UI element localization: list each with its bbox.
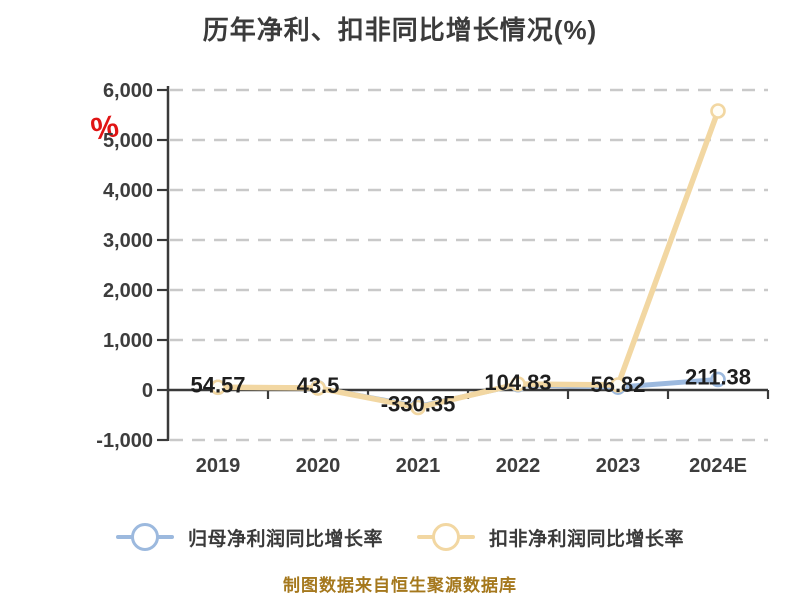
y-tick-label-0: 0 — [142, 380, 153, 402]
legend-item-net-profit-growth[interactable]: 归母净利润同比增长率 — [115, 522, 383, 552]
y-tick-label-6000: 6,000 — [103, 80, 153, 102]
series-line-1 — [215, 108, 721, 411]
x-tick-label-2023: 2023 — [596, 455, 641, 477]
marker-s1-2020 — [310, 380, 326, 396]
chart-title: 历年净利、扣非同比增长情况(%) — [202, 15, 598, 45]
y-tick-label--1000: -1,000 — [96, 430, 153, 452]
y-tick-label-3000: 3,000 — [103, 230, 153, 252]
blue-line-marker-icon — [115, 522, 174, 552]
marker-s1-2023 — [610, 377, 626, 393]
legend-label: 归母净利润同比增长率 — [187, 528, 383, 550]
marker-s1-2019 — [210, 379, 226, 396]
marker-s1-2022 — [510, 376, 526, 392]
point-label-2024E: 211.38 — [685, 364, 751, 389]
y-tick-label-5000: 5,000 — [103, 130, 153, 152]
y-tick-label-1000: 1,000 — [103, 330, 153, 352]
legend-item-non-recurring-growth[interactable]: 扣非净利润同比增长率 — [417, 522, 684, 552]
marker-s0-2024E — [710, 371, 726, 388]
point-label-2019: 54.57 — [190, 372, 245, 397]
point-label-2020: 43.5 — [297, 373, 340, 398]
point-label-2021: -330.35 — [381, 392, 456, 417]
x-tick-label-2021: 2021 — [396, 455, 441, 477]
data-source-note: 制图数据来自恒生聚源数据库 — [283, 576, 517, 595]
x-tick-label-2022: 2022 — [496, 455, 541, 477]
point-label-2023: 56.82 — [590, 372, 645, 397]
legend-label: 扣非净利润同比增长率 — [489, 528, 685, 550]
x-tick-label-2019: 2019 — [196, 455, 241, 477]
point-label-2022: 104.83 — [484, 370, 551, 395]
tan-line-marker-icon — [417, 522, 475, 552]
x-tick-label-2024E: 2024E — [689, 455, 747, 477]
x-tick-label-2020: 2020 — [296, 455, 341, 477]
legend: 归母净利润同比增长率 扣非净利润同比增长率 — [0, 522, 800, 552]
marker-s1-2021 — [410, 399, 426, 416]
marker-s1-2024E — [710, 103, 726, 119]
y-tick-label-2000: 2,000 — [103, 280, 153, 302]
y-tick-label-4000: 4,000 — [103, 180, 153, 202]
